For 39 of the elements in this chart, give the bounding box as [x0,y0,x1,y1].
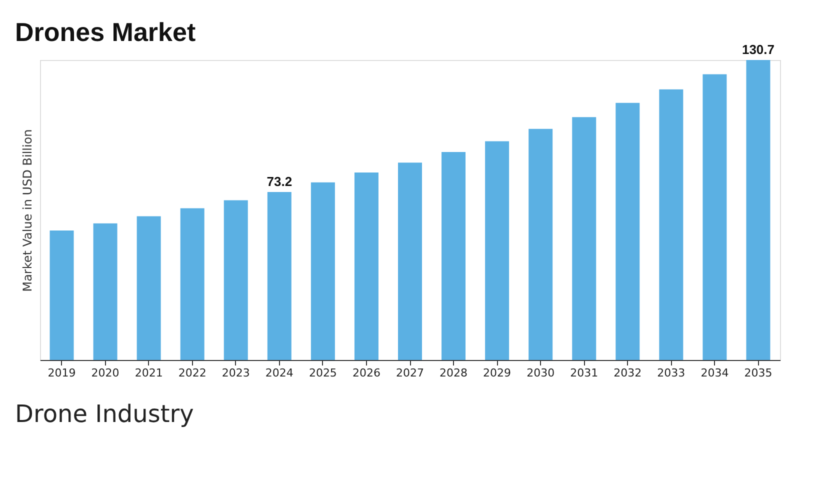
bar [485,141,510,360]
bar [136,216,161,360]
bar [442,152,466,360]
bar [746,60,770,360]
x-tick-label: 2020 [91,366,120,380]
bar [616,102,640,360]
x-tick-label: 2027 [396,366,424,380]
bar [572,117,596,360]
bar [398,162,422,360]
bar [180,208,204,360]
bar [528,128,553,360]
x-tick-label: 2021 [134,366,163,380]
text: Drone Industry [15,400,194,428]
x-tick-label: 2023 [222,366,250,380]
data-label: 130.7 [742,42,775,57]
x-tick-label: 2028 [440,366,468,380]
x-tick-label: 2019 [48,366,76,380]
x-tick-label: 2034 [700,366,729,380]
bar [702,74,727,360]
x-tick-label: 2022 [178,366,206,380]
bar [224,200,248,360]
x-tick-label: 2032 [614,366,642,380]
bar [93,223,118,360]
x-tick-label: 2024 [265,366,294,380]
x-tick-label: 2025 [308,366,337,380]
bar [50,230,74,360]
x-tick-label: 2033 [657,366,686,380]
bar [659,89,684,360]
x-tick-label: 2029 [483,366,512,380]
bar [354,172,378,360]
data-label: 73.2 [266,174,292,189]
chart-title: Drones Market [15,17,196,47]
y-axis-title: Market Value in USD Billion [20,129,34,292]
bar [310,182,335,360]
x-tick-label: 2031 [570,366,598,380]
x-tick-label: 2026 [352,366,380,380]
bar [267,192,292,360]
x-tick-label: 2035 [744,366,772,380]
x-tick-label: 2030 [526,366,555,380]
